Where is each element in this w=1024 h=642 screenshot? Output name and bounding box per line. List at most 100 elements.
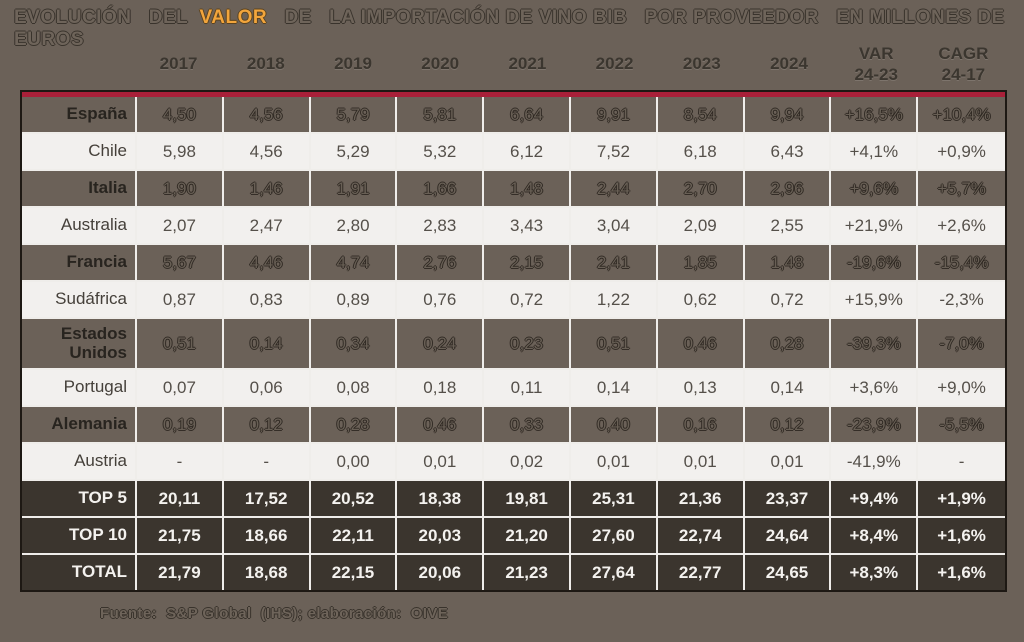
- table-cell: -41,9%: [831, 444, 919, 479]
- table-cell: 18,66: [224, 518, 311, 553]
- table-cell: 21,75: [137, 518, 224, 553]
- table-cell: -: [137, 444, 224, 479]
- table-row-portugal: Portugal 0,07 0,06 0,08 0,18 0,11 0,14 0,13 0,14…: [22, 370, 1005, 407]
- table-cell: +9,6%: [831, 171, 919, 206]
- table-cell: 1,91: [311, 171, 398, 206]
- table-cell: 27,60: [571, 518, 658, 553]
- row-label: Australia: [22, 208, 137, 243]
- table-cell: +15,9%: [831, 282, 919, 317]
- table-cell: 2,15: [484, 245, 571, 280]
- table-cell: 0,51: [137, 319, 224, 368]
- table-cell: 1,48: [484, 171, 571, 206]
- table-cell: 9,91: [571, 97, 658, 132]
- column-header-2021: 2021: [484, 40, 571, 88]
- table-cell: -: [958, 451, 965, 471]
- table-cell: 2,47: [224, 208, 311, 243]
- table-cell: 0,07: [137, 370, 224, 405]
- table-row-alemania: Alemania 0,19 0,12 0,28 0,46 0,33 0,40 0,16 0,12…: [22, 407, 1005, 444]
- column-header-label: 2022: [595, 54, 634, 74]
- table-cell: 0,51: [571, 319, 658, 368]
- table-cell: 2,83: [397, 208, 485, 243]
- table-cell: +9,4%: [831, 481, 919, 516]
- table-cell: 0,13: [658, 370, 745, 405]
- table-cell: 0,89: [311, 282, 398, 317]
- column-header-label: VAR: [858, 43, 894, 63]
- table-cell: +10,4%: [932, 104, 991, 124]
- table-cell: 2,41: [571, 245, 658, 280]
- table-cell: 0,19: [137, 407, 224, 442]
- column-header-label: 2024: [770, 54, 808, 74]
- table-cell: 5,32: [397, 134, 485, 169]
- row-label: TOTAL: [22, 555, 137, 590]
- row-label: Sudáfrica: [22, 282, 137, 317]
- table-cell: 5,79: [311, 97, 398, 132]
- table-row-sudáfrica: Sudáfrica 0,87 0,83 0,89 0,76 0,72 1,22 0,62 0,7…: [22, 282, 1005, 319]
- table-cell: 1,85: [658, 245, 745, 280]
- table-cell: 20,52: [311, 481, 398, 516]
- column-header-label: 2023: [682, 54, 721, 74]
- row-label: España: [22, 97, 137, 132]
- table-cell: 2,70: [658, 171, 745, 206]
- table-cell: +1,9%: [937, 488, 986, 508]
- table-cell: +1,6%: [937, 562, 986, 582]
- table-cell: 24,64: [745, 518, 832, 553]
- table-cell: -19,6%: [831, 245, 919, 280]
- table-cell: 0,72: [745, 282, 832, 317]
- column-header-spacer: [20, 40, 135, 88]
- table-cell: 0,16: [658, 407, 745, 442]
- table-cell: 23,37: [745, 481, 832, 516]
- column-header-subline: 24-23: [854, 65, 898, 84]
- table-cell: 1,48: [745, 245, 832, 280]
- table-cell: 21,36: [658, 481, 745, 516]
- table-cell: -: [224, 444, 311, 479]
- column-header-var: VAR 24-23: [833, 40, 920, 88]
- table-cell: 6,43: [745, 134, 832, 169]
- table-cell: 1,66: [397, 171, 485, 206]
- table-cell: +1,6%: [937, 525, 986, 545]
- table-cell: 4,46: [224, 245, 311, 280]
- table-cell: 1,46: [224, 171, 311, 206]
- row-label: Alemania: [22, 407, 137, 442]
- table-cell: 0,01: [397, 444, 485, 479]
- column-header-label: 2018: [246, 54, 285, 74]
- table-cell: 2,09: [658, 208, 745, 243]
- table-cell: 0,40: [571, 407, 658, 442]
- table-cell: -5,5%: [939, 414, 984, 434]
- column-header-2022: 2022: [571, 40, 658, 88]
- table-cell: 0,83: [224, 282, 311, 317]
- table-cell: -23,9%: [831, 407, 919, 442]
- table-cell: 0,01: [571, 444, 658, 479]
- page-title: EVOLUCIÓN DEL VALOR DE LA IMPORTACIÓN DE…: [14, 7, 1010, 51]
- table-cell: 20,06: [397, 555, 485, 590]
- table-cell: +0,9%: [937, 141, 986, 161]
- table-cell: 25,31: [571, 481, 658, 516]
- table-cell: +4,1%: [831, 134, 919, 169]
- table-cell: +8,3%: [831, 555, 919, 590]
- table-cell: 21,79: [137, 555, 224, 590]
- table-cell: 0,01: [745, 444, 832, 479]
- table-cell: -15,4%: [934, 252, 989, 272]
- row-label: TOP 5: [22, 481, 137, 516]
- table-cell: 21,20: [484, 518, 571, 553]
- column-header-2018: 2018: [222, 40, 309, 88]
- table-cell: 22,77: [658, 555, 745, 590]
- table-cell: +16,5%: [831, 97, 919, 132]
- table-row-chile: Chile 5,98 4,56 5,29 5,32 6,12 7,52 6,18 6,43 +4,…: [22, 134, 1005, 171]
- table-cell: 0,00: [311, 444, 398, 479]
- table-cell: 0,33: [484, 407, 571, 442]
- table-cell: 0,46: [658, 319, 745, 368]
- table-cell: 0,34: [311, 319, 398, 368]
- table-cell: 5,29: [311, 134, 398, 169]
- table-row-australia: Australia 2,07 2,47 2,80 2,83 3,43 3,04 2,09 2,5…: [22, 208, 1005, 245]
- table-cell: 2,76: [397, 245, 485, 280]
- column-header-label: 2020: [421, 54, 460, 74]
- table-cell: 0,12: [745, 407, 832, 442]
- red-accent-band: [22, 92, 1005, 97]
- table-cell: -39,3%: [831, 319, 919, 368]
- column-header-2017: 2017: [135, 40, 222, 88]
- table-cell: 5,67: [137, 245, 224, 280]
- table-cell: 0,14: [745, 370, 832, 405]
- table-cell: 0,62: [658, 282, 745, 317]
- table-cell: -7,0%: [939, 333, 984, 353]
